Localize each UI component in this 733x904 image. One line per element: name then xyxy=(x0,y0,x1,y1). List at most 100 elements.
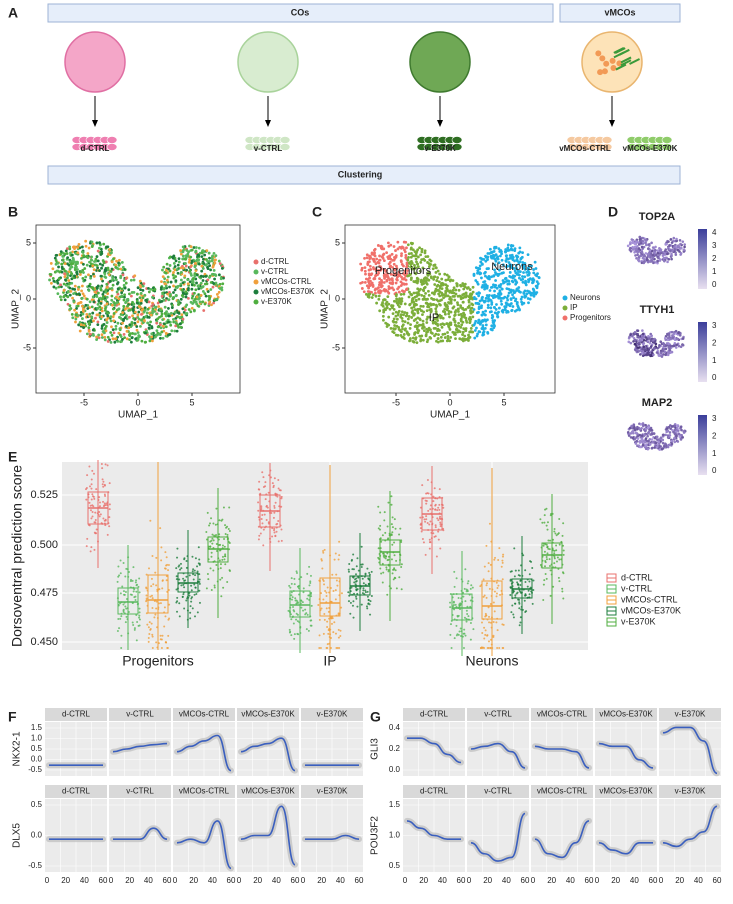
cell-point xyxy=(63,298,67,302)
jitter-point xyxy=(211,542,214,545)
cell-point xyxy=(640,338,643,342)
cell-point xyxy=(472,323,476,327)
cell-point xyxy=(114,265,118,269)
cell-point xyxy=(104,288,108,292)
cell-point xyxy=(148,323,151,327)
cell-point xyxy=(665,242,668,246)
cell-point xyxy=(646,434,649,438)
cell-point xyxy=(406,321,410,325)
cell-point xyxy=(665,342,669,345)
cell-point xyxy=(149,313,153,317)
cell-point xyxy=(66,256,70,260)
cluster-label: IP xyxy=(429,312,439,324)
cell-point xyxy=(205,282,209,286)
cell-point xyxy=(633,330,637,334)
cell-point xyxy=(649,433,652,436)
jitter-point xyxy=(165,575,168,578)
jitter-point xyxy=(196,570,199,573)
cell-point xyxy=(658,246,661,250)
jitter-point xyxy=(273,504,276,507)
cell-point xyxy=(177,257,181,261)
jitter-point xyxy=(215,542,218,545)
jitter-point xyxy=(429,504,432,507)
organoid-label: v-CTRL xyxy=(254,144,283,153)
cell-point xyxy=(179,297,183,301)
cell-point xyxy=(77,292,81,296)
y-tick-label: 5 xyxy=(26,237,31,247)
jitter-point xyxy=(356,592,359,595)
cell-point xyxy=(416,262,419,266)
jitter-point xyxy=(361,592,364,595)
jitter-point xyxy=(132,623,135,626)
jitter-point xyxy=(352,616,355,619)
jitter-point xyxy=(442,506,445,509)
cell-point xyxy=(215,297,219,301)
jitter-point xyxy=(438,503,441,506)
cell-point xyxy=(190,296,194,300)
cell-point xyxy=(392,262,396,266)
cell-point xyxy=(80,289,84,293)
jitter-point xyxy=(182,583,185,586)
jitter-point xyxy=(221,558,224,561)
jitter-point xyxy=(365,605,368,608)
cell-point xyxy=(459,283,462,287)
cell-point xyxy=(199,294,203,297)
jitter-point xyxy=(108,516,111,519)
jitter-point xyxy=(290,582,293,585)
jitter-point xyxy=(391,572,394,575)
cell-point xyxy=(383,298,387,302)
cell-point xyxy=(453,294,456,298)
cell-point xyxy=(439,335,443,339)
cell-point xyxy=(95,241,99,245)
cell-point xyxy=(193,274,197,278)
cell-point xyxy=(493,268,496,272)
jitter-point xyxy=(377,547,380,550)
organoid-label: v-E370K xyxy=(424,144,456,153)
plot-frame xyxy=(344,224,556,394)
jitter-point xyxy=(383,519,386,522)
cell-point xyxy=(121,311,125,314)
jitter-point xyxy=(459,627,462,630)
cell-point xyxy=(159,300,162,304)
jitter-point xyxy=(288,628,291,631)
jitter-point xyxy=(463,632,466,635)
cell-point xyxy=(194,250,197,254)
jitter-point xyxy=(338,647,341,649)
cell-point xyxy=(435,312,438,316)
cell-point xyxy=(100,309,104,313)
jitter-point xyxy=(167,634,170,637)
cell-point xyxy=(493,285,497,289)
cell-point xyxy=(167,267,170,271)
cell-point xyxy=(463,282,467,286)
cell-point xyxy=(211,285,215,289)
jitter-point xyxy=(320,607,323,610)
cell-point xyxy=(668,443,672,446)
cell-point xyxy=(403,269,407,273)
cell-point xyxy=(630,425,634,428)
cell-point xyxy=(413,302,417,306)
cell-point xyxy=(506,298,510,302)
jitter-point xyxy=(183,607,186,610)
cell-point xyxy=(413,308,417,312)
cell-point xyxy=(192,246,196,249)
cell-point xyxy=(646,247,650,251)
jitter-point xyxy=(219,578,222,581)
cell-point xyxy=(84,239,88,243)
cell-point xyxy=(651,441,654,444)
jitter-point xyxy=(485,544,488,547)
jitter-point xyxy=(147,567,150,570)
cell-point xyxy=(381,253,385,257)
cell-point xyxy=(453,319,457,323)
cell-point xyxy=(209,288,213,291)
cell-point xyxy=(481,310,485,314)
cell-point xyxy=(81,309,85,313)
cell-point xyxy=(664,433,667,437)
cell-point xyxy=(456,330,460,334)
cell-point xyxy=(510,248,514,252)
jitter-point xyxy=(497,559,500,562)
jitter-point xyxy=(467,580,470,583)
cell-point xyxy=(380,303,384,307)
cell-point xyxy=(118,327,122,331)
jitter-point xyxy=(168,603,171,606)
jitter-point xyxy=(472,628,475,631)
